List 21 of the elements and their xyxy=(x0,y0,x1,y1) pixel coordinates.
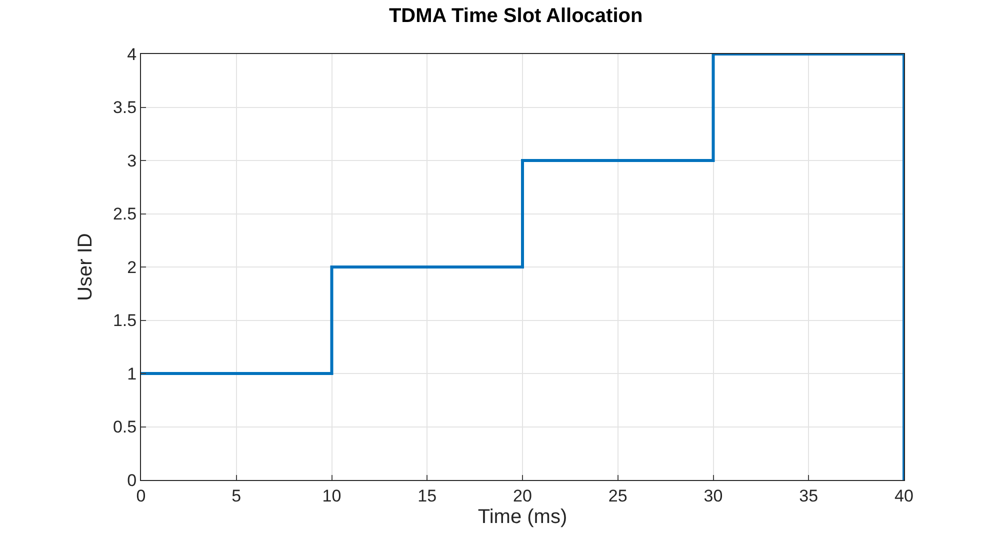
y-tick-label: 0.5 xyxy=(112,418,137,437)
y-tick-label: 2.5 xyxy=(112,204,137,224)
chart-title: TDMA Time Slot Allocation xyxy=(388,5,643,28)
x-tick-label: 30 xyxy=(704,486,723,506)
y-tick-label: 3 xyxy=(127,151,137,170)
y-tick-label: 1 xyxy=(127,364,137,384)
x-tick-label: 20 xyxy=(513,486,532,506)
y-tick-label: 4 xyxy=(127,44,137,64)
x-tick-label: 15 xyxy=(418,486,437,506)
y-tick-label: 1.5 xyxy=(112,311,137,330)
x-tick-label: 35 xyxy=(799,486,818,506)
y-axis-title: User ID xyxy=(74,233,96,301)
y-tick-label: 3.5 xyxy=(112,98,137,118)
x-tick-label: 40 xyxy=(894,486,914,506)
x-tick-label: 5 xyxy=(232,486,242,506)
y-tick-label: 0 xyxy=(127,470,137,490)
y-tick-label: 2 xyxy=(127,258,137,277)
x-tick-label: 25 xyxy=(608,486,628,506)
x-tick-label: 10 xyxy=(322,486,342,506)
x-axis-title: Time (ms) xyxy=(478,506,568,528)
line-series xyxy=(141,54,904,480)
